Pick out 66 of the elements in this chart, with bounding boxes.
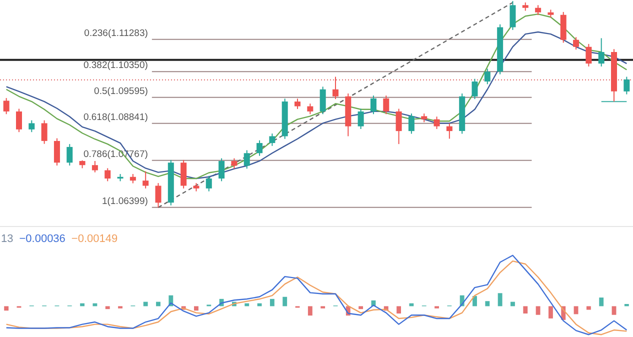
bar	[308, 306, 312, 316]
bar	[612, 306, 616, 315]
candlestick	[332, 76, 338, 100]
candlestick	[510, 0, 516, 30]
candlestick	[446, 122, 452, 140]
candlestick	[92, 160, 98, 173]
candlestick	[396, 108, 402, 145]
candlestick	[383, 95, 390, 115]
annotation: 0.5(1.09595)	[94, 86, 148, 98]
annotation: 0.236(1.11283)	[84, 28, 148, 40]
annotation: 1(1.06399)	[102, 196, 148, 208]
candlestick	[307, 103, 314, 115]
candlestick	[370, 95, 376, 115]
bar	[156, 302, 160, 306]
text: −0.00036	[19, 233, 66, 246]
candlestick	[624, 76, 630, 95]
candlestick	[294, 98, 301, 110]
bar	[105, 306, 110, 310]
candlestick	[484, 68, 490, 85]
bar	[498, 293, 502, 306]
candlestick	[434, 116, 440, 130]
candlestick	[573, 36, 580, 50]
bar	[548, 306, 553, 318]
bar	[4, 306, 9, 311]
candlestick	[218, 158, 225, 182]
bar	[599, 298, 604, 306]
text: 13	[1, 233, 14, 246]
bar	[194, 306, 198, 311]
candlestick	[54, 138, 60, 166]
candlestick	[206, 175, 212, 192]
bar	[536, 306, 540, 315]
candlestick	[256, 140, 263, 156]
text: −0.00149	[71, 233, 118, 246]
candlestick	[598, 38, 604, 67]
candlestick	[180, 159, 187, 189]
candlestick	[16, 108, 22, 133]
candlestick	[41, 120, 48, 144]
candlestick	[155, 182, 162, 208]
candlestick	[472, 78, 478, 100]
candlestick	[142, 170, 149, 189]
candlestick	[320, 86, 326, 115]
bar	[282, 296, 288, 306]
bar	[574, 306, 578, 314]
candlestick	[535, 4, 542, 16]
bar	[510, 302, 515, 306]
candlestick	[130, 173, 136, 184]
bar	[396, 306, 402, 314]
candlestick	[104, 168, 111, 182]
candlestick	[28, 120, 35, 133]
candlestick	[408, 113, 414, 134]
annotation: 0.382(1.10350)	[83, 60, 148, 72]
annotation: 0.618(1.08841)	[83, 112, 148, 124]
candlestick	[3, 98, 10, 115]
candlestick	[244, 150, 250, 170]
candlestick	[269, 133, 276, 146]
bar	[472, 296, 477, 306]
candlestick	[358, 108, 364, 130]
bar	[270, 298, 274, 306]
bar	[485, 301, 490, 306]
bar	[358, 306, 364, 310]
bar	[143, 302, 148, 306]
candlestick	[231, 158, 238, 170]
bar	[586, 306, 591, 310]
candlestick	[586, 43, 592, 67]
candlestick	[66, 144, 73, 166]
bar	[523, 306, 528, 314]
